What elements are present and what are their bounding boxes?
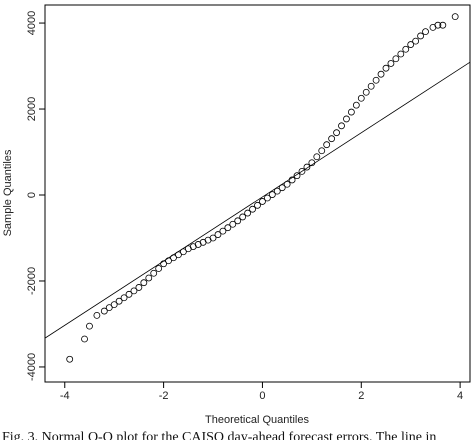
qq-point: [323, 141, 331, 149]
qq-point: [352, 101, 360, 109]
qq-point: [179, 248, 187, 256]
qq-point: [175, 251, 182, 259]
qq-point: [407, 41, 415, 48]
qq-point: [283, 180, 291, 188]
qq-point: [278, 184, 286, 192]
qq-point: [66, 355, 74, 363]
qq-point: [160, 260, 168, 268]
qq-point: [259, 198, 266, 205]
qq-point: [110, 301, 118, 309]
qq-point: [130, 287, 138, 295]
qq-point: [81, 335, 88, 343]
qq-point: [397, 50, 405, 58]
x-axis-label: Theoretical Quantiles: [205, 414, 309, 426]
qq-point: [303, 163, 311, 171]
qq-point: [372, 76, 380, 84]
qq-point: [367, 82, 375, 90]
qq-point: [434, 21, 442, 29]
reference-line: [45, 61, 470, 339]
qq-point: [254, 201, 261, 209]
qq-point: [333, 129, 340, 137]
qq-point: [150, 269, 158, 277]
qq-point: [402, 45, 410, 53]
qq-point: [357, 94, 365, 102]
qq-point: [140, 279, 148, 287]
qq-point: [412, 37, 420, 45]
qq-point: [338, 122, 345, 130]
y-tick-label: -4000: [26, 353, 38, 381]
qq-point: [115, 297, 123, 305]
y-axis-label: Sample Quantiles: [2, 149, 14, 236]
qq-point: [155, 265, 163, 272]
qq-point: [298, 167, 306, 175]
caption: Fig. 3. Normal Q-Q plot for the CAISO da…: [2, 430, 436, 440]
qq-point: [288, 176, 296, 184]
qq-point: [328, 135, 336, 143]
qq-point: [105, 304, 113, 312]
qq-point: [234, 217, 242, 225]
qq-point: [273, 187, 281, 195]
qq-point: [313, 153, 321, 161]
qq-point: [239, 213, 247, 221]
y-tick-label: 0: [26, 192, 38, 198]
qq-point: [165, 257, 172, 265]
qq-point: [209, 234, 217, 242]
qq-point: [392, 55, 400, 63]
qq-point: [422, 28, 429, 36]
x-tick-label: -4: [60, 390, 70, 402]
qq-point: [343, 115, 350, 123]
qq-point: [93, 311, 101, 319]
y-tick-label: -2000: [26, 267, 38, 295]
y-tick-label: 2000: [26, 97, 38, 121]
qq-point: [439, 21, 447, 29]
qq-point: [417, 32, 424, 40]
x-tick-label: 0: [259, 390, 265, 402]
x-tick-label: -2: [159, 390, 169, 402]
qq-point: [451, 13, 459, 21]
qq-point: [263, 194, 271, 202]
qq-point: [293, 172, 301, 180]
qq-point: [377, 70, 385, 78]
qq-point: [249, 205, 256, 213]
qq-point: [387, 60, 395, 67]
qq-point: [135, 284, 143, 291]
qq-point: [347, 108, 355, 116]
plot-frame: [44, 4, 471, 383]
qq-point: [362, 88, 370, 96]
qq-point: [120, 294, 128, 302]
qq-point: [229, 220, 237, 228]
qq-point: [382, 64, 390, 72]
qq-point: [214, 231, 222, 238]
y-tick-label: 4000: [26, 11, 38, 35]
qq-point: [318, 147, 326, 155]
qq-point: [145, 274, 153, 282]
qq-point: [268, 191, 276, 198]
qq-point: [219, 227, 227, 235]
qq-point: [224, 224, 232, 232]
x-tick-label: 4: [457, 390, 463, 402]
qq-point: [86, 322, 93, 330]
qq-point: [170, 254, 177, 262]
qq-point: [100, 307, 108, 315]
x-tick-label: 2: [358, 390, 364, 402]
qq-point: [244, 209, 252, 217]
qq-point: [308, 159, 316, 167]
qq-point: [125, 290, 133, 298]
